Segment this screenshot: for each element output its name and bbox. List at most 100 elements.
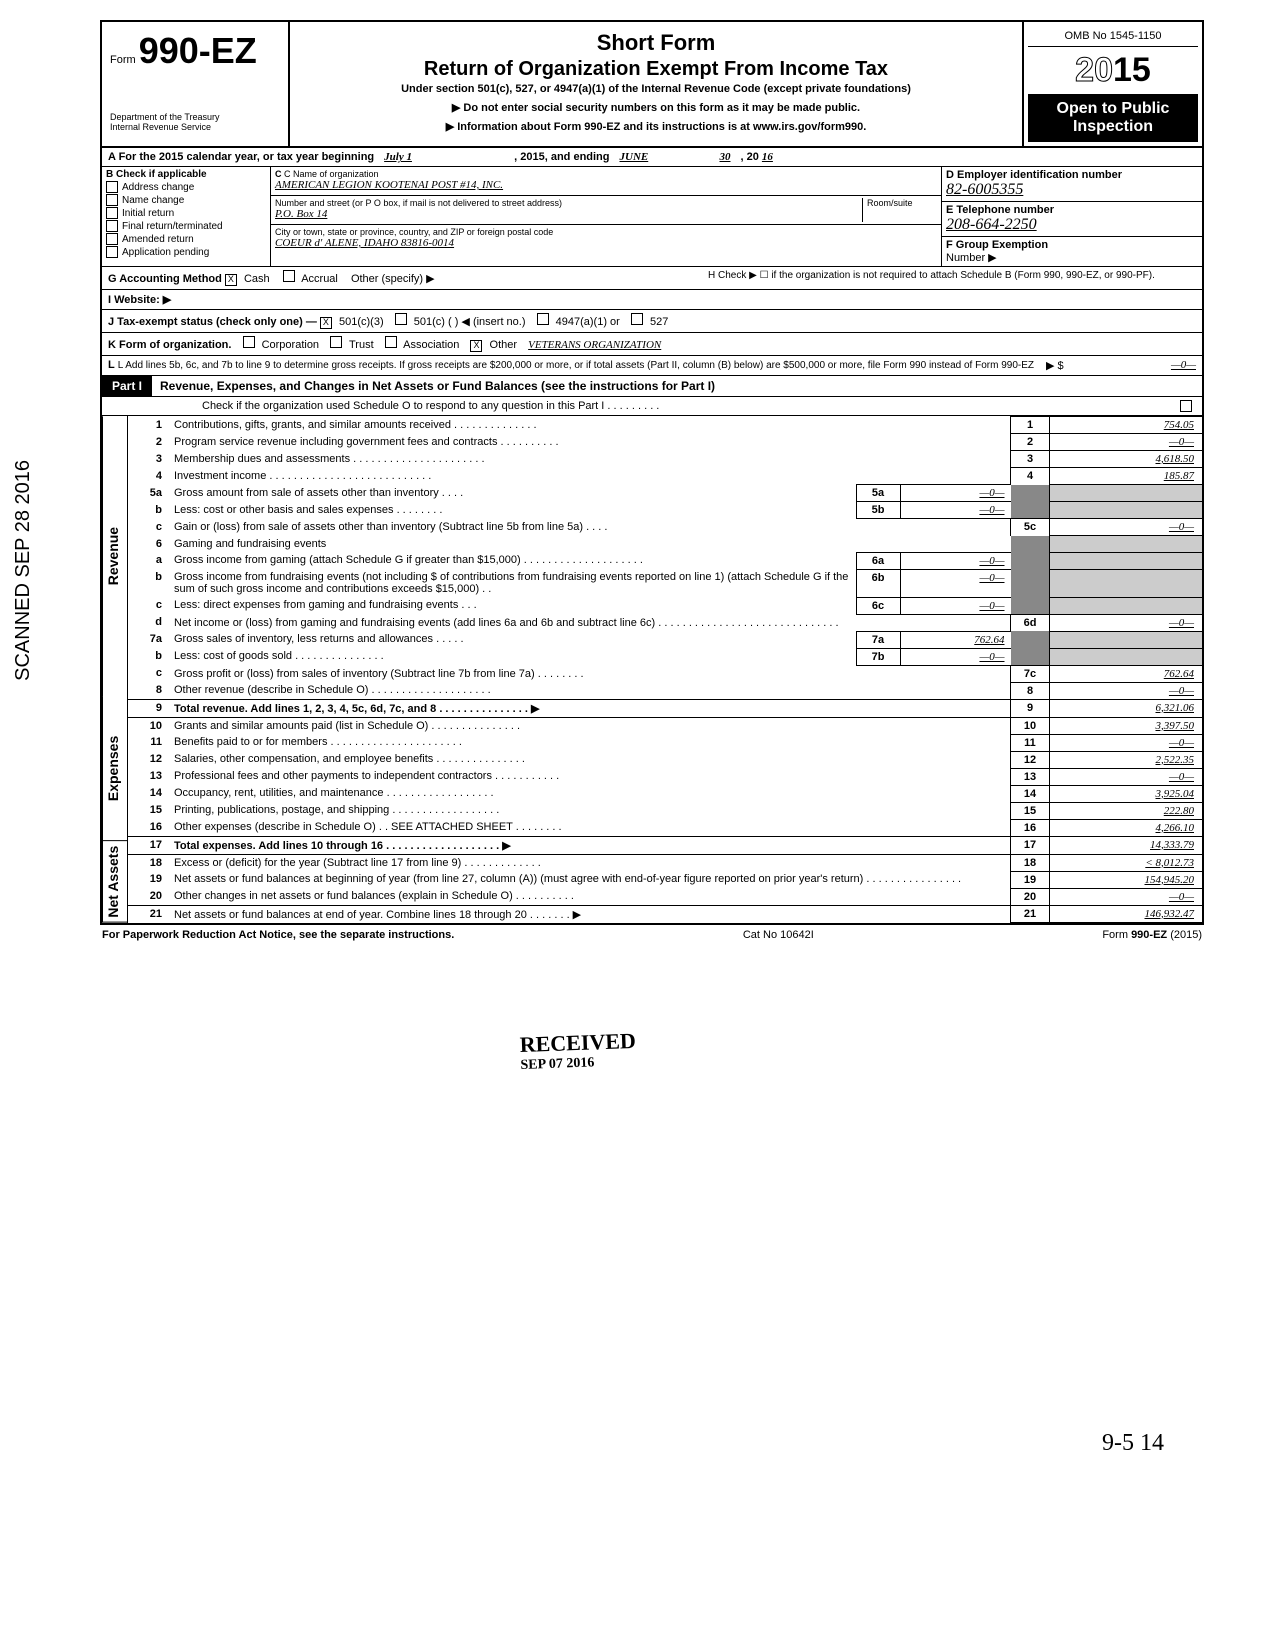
b-label: B Check if applicable	[106, 169, 266, 180]
accrual-label: Accrual	[301, 273, 338, 285]
check-527[interactable]	[631, 313, 643, 325]
e-label: E Telephone number	[946, 204, 1198, 216]
line-18: 18Excess or (deficit) for the year (Subt…	[128, 854, 1202, 871]
received-date: SEP 07 2016	[520, 1054, 637, 1074]
line-a-text: A For the 2015 calendar year, or tax yea…	[108, 151, 374, 163]
check-final-label: Final return/terminated	[122, 221, 223, 232]
k-other-val: VETERANS ORGANIZATION	[528, 339, 661, 351]
check-other[interactable]: X	[470, 340, 482, 352]
form-prefix: Form	[110, 54, 136, 66]
h-label: H Check ▶ ☐ if the organization is not r…	[708, 270, 1196, 286]
check-amend-label: Amended return	[122, 234, 194, 245]
ein: 82-6005355	[946, 181, 1198, 199]
info-note: ▶ Information about Form 990-EZ and its …	[296, 120, 1016, 133]
check-corp[interactable]	[243, 336, 255, 348]
line-j: J Tax-exempt status (check only one) — X…	[102, 310, 1202, 333]
k-assoc: Association	[403, 339, 459, 351]
dept-treasury: Department of the Treasury	[110, 112, 280, 122]
subtitle: Under section 501(c), 527, or 4947(a)(1)…	[296, 83, 1016, 95]
col-b: B Check if applicable Address change Nam…	[102, 167, 271, 266]
line-a: A For the 2015 calendar year, or tax yea…	[102, 148, 1202, 167]
line-19: 19Net assets or fund balances at beginni…	[128, 871, 1202, 888]
check-amended[interactable]	[106, 233, 118, 245]
k-other: Other	[490, 339, 518, 351]
ssn-note: ▶ Do not enter social security numbers o…	[296, 101, 1016, 114]
irs-label: Internal Revenue Service	[110, 122, 280, 132]
line-1: 1Contributions, gifts, grants, and simil…	[128, 417, 1202, 434]
col-c: C C Name of organization AMERICAN LEGION…	[271, 167, 942, 266]
info-grid: B Check if applicable Address change Nam…	[102, 167, 1202, 267]
main-title: Return of Organization Exempt From Incom…	[296, 58, 1016, 81]
line-k: K Form of organization. Corporation Trus…	[102, 333, 1202, 356]
part1-header: Part I Revenue, Expenses, and Changes in…	[102, 376, 1202, 397]
j-insert: ) ◀ (insert no.)	[455, 316, 526, 328]
c-label: C Name of organization	[284, 169, 379, 179]
omb-number: OMB No 1545-1150	[1028, 26, 1198, 47]
form-header: Form 990-EZ Department of the Treasury I…	[102, 22, 1202, 148]
short-form-title: Short Form	[296, 30, 1016, 56]
check-pending[interactable]	[106, 246, 118, 258]
i-label: I Website: ▶	[108, 294, 171, 306]
j-527: 527	[650, 316, 668, 328]
check-501c[interactable]	[395, 313, 407, 325]
footer: For Paperwork Reduction Act Notice, see …	[96, 925, 1208, 945]
check-trust[interactable]	[330, 336, 342, 348]
check-address[interactable]	[106, 181, 118, 193]
form-number: 990-EZ	[139, 30, 257, 71]
check-501c3[interactable]: X	[320, 317, 332, 329]
line-a-mid: , 2015, and ending	[514, 151, 609, 163]
f-label: F Group Exemption	[946, 239, 1198, 251]
line-5b: bLess: cost or other basis and sales exp…	[128, 502, 1202, 519]
col-d: D Employer identification number 82-6005…	[942, 167, 1202, 266]
line-6a: aGross income from gaming (attach Schedu…	[128, 552, 1202, 569]
line-8: 8Other revenue (describe in Schedule O) …	[128, 682, 1202, 699]
line-10: 10Grants and similar amounts paid (list …	[128, 717, 1202, 734]
org-name: AMERICAN LEGION KOOTENAI POST #14, INC.	[275, 179, 937, 191]
footer-mid: Cat No 10642I	[743, 929, 814, 941]
g-other: Other (specify) ▶	[351, 273, 435, 285]
check-4947[interactable]	[537, 313, 549, 325]
check-cash[interactable]: X	[225, 274, 237, 286]
line-4: 4Investment income . . . . . . . . . . .…	[128, 468, 1202, 485]
room-label: Room/suite	[867, 198, 937, 208]
phone: 208-664-2250	[946, 216, 1198, 234]
line-6b: bGross income from fundraising events (n…	[128, 569, 1202, 597]
line-9: 9Total revenue. Add lines 1, 2, 3, 4, 5c…	[128, 699, 1202, 717]
check-final[interactable]	[106, 220, 118, 232]
part1-label: Part I	[102, 376, 152, 396]
check-schedo[interactable]	[1180, 400, 1192, 412]
begin-date: July 1	[384, 151, 504, 163]
l-label: L Add lines 5b, 6c, and 7b to line 9 to …	[118, 360, 1034, 371]
part1-body: Revenue Expenses Net Assets 1Contributio…	[102, 416, 1202, 923]
j-501c: 501(c) (	[414, 316, 452, 328]
line-3: 3Membership dues and assessments . . . .…	[128, 451, 1202, 468]
form-number-box: Form 990-EZ Department of the Treasury I…	[102, 22, 290, 146]
line-7a: 7aGross sales of inventory, less returns…	[128, 631, 1202, 648]
line-7c: cGross profit or (loss) from sales of in…	[128, 665, 1202, 682]
cash-label: Cash	[244, 273, 270, 285]
received-stamp: RECEIVED SEP 07 2016	[519, 1028, 637, 1074]
year-box: OMB No 1545-1150 2015 Open to Public Ins…	[1024, 22, 1202, 146]
d-label: D Employer identification number	[946, 169, 1198, 181]
check-initial[interactable]	[106, 207, 118, 219]
k-trust: Trust	[349, 339, 374, 351]
tax-year: 2015	[1028, 47, 1198, 94]
line-11: 11Benefits paid to or for members . . . …	[128, 734, 1202, 751]
line-17: 17Total expenses. Add lines 10 through 1…	[128, 836, 1202, 854]
end-day: 30	[720, 151, 731, 163]
scanned-stamp: SCANNED SEP 28 2016	[12, 460, 35, 681]
j-4947: 4947(a)(1) or	[556, 316, 620, 328]
check-name[interactable]	[106, 194, 118, 206]
check-init-label: Initial return	[122, 208, 174, 219]
end-year: , 20 16	[741, 151, 773, 163]
check-accrual[interactable]	[283, 270, 295, 282]
k-corp: Corporation	[262, 339, 319, 351]
line-15: 15Printing, publications, postage, and s…	[128, 802, 1202, 819]
line-6c: cLess: direct expenses from gaming and f…	[128, 597, 1202, 614]
l-val: —0—	[1096, 359, 1196, 372]
end-month: JUNE	[620, 151, 700, 163]
line-21: 21Net assets or fund balances at end of …	[128, 905, 1202, 923]
check-assoc[interactable]	[385, 336, 397, 348]
line-16: 16Other expenses (describe in Schedule O…	[128, 819, 1202, 836]
title-box: Short Form Return of Organization Exempt…	[290, 22, 1024, 146]
